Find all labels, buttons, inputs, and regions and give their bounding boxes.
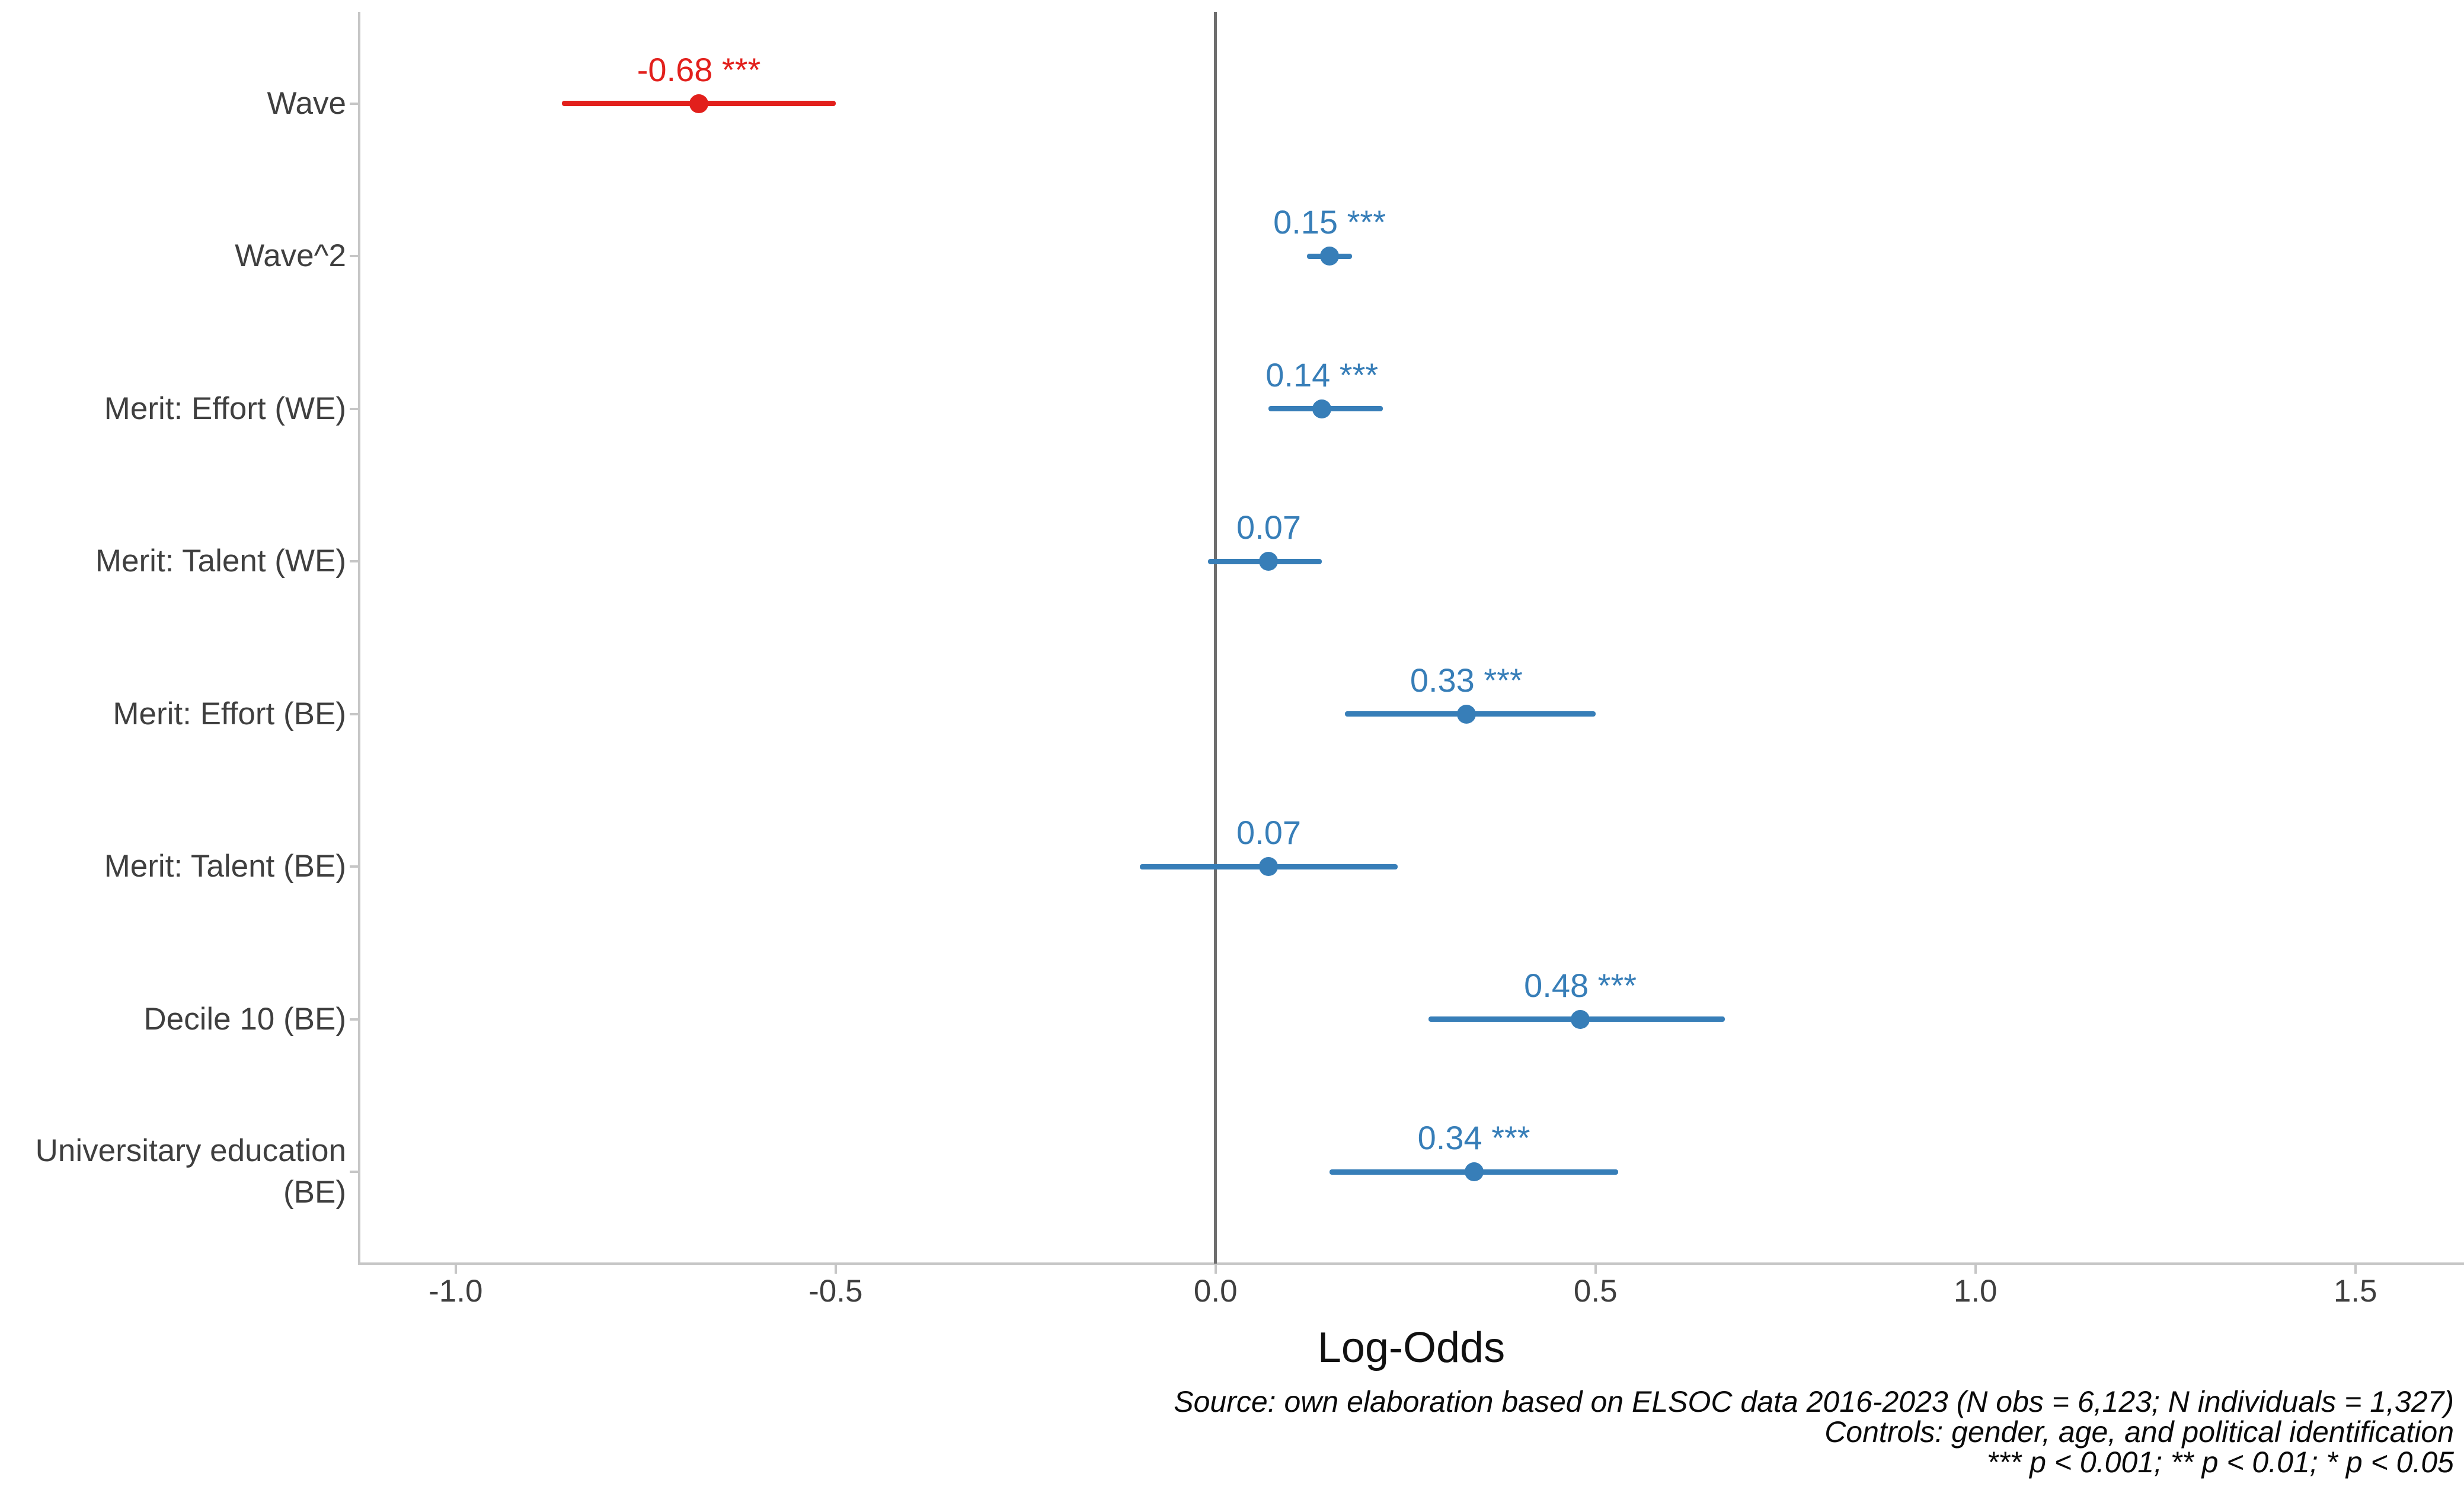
point-estimate	[1259, 857, 1279, 877]
footer-notes: Source: own elaboration based on ELSOC d…	[1031, 1387, 2454, 1478]
y-tick-mark	[350, 102, 359, 105]
value-label: 0.15 ***	[1273, 203, 1386, 241]
y-axis-label: Merit: Talent (BE)	[104, 849, 346, 884]
y-tick-mark	[350, 1018, 359, 1021]
y-tick-mark	[350, 712, 359, 715]
significance-note: *** p < 0.001; ** p < 0.01; * p < 0.05	[1986, 1446, 2454, 1479]
y-tick-mark	[350, 255, 359, 258]
value-label: 0.07	[1236, 814, 1301, 852]
y-axis-label: Merit: Effort (WE)	[104, 391, 346, 426]
source-note: Source: own elaboration based on ELSOC d…	[1174, 1385, 2454, 1418]
x-tick-label: -1.0	[429, 1274, 483, 1309]
x-tick-mark	[1594, 1265, 1597, 1274]
value-label: 0.48 ***	[1524, 966, 1637, 1004]
x-tick-mark	[1974, 1265, 1977, 1274]
y-axis-label: Universitary education (BE)	[35, 1133, 346, 1210]
value-label: 0.34 ***	[1417, 1119, 1530, 1157]
y-tick-mark	[350, 865, 359, 868]
point-estimate	[1259, 552, 1279, 571]
x-tick-mark	[2354, 1265, 2357, 1274]
point-estimate	[1312, 399, 1332, 418]
point-estimate	[1320, 247, 1340, 266]
value-label: -0.68 ***	[637, 50, 761, 88]
point-estimate	[1456, 704, 1476, 724]
x-tick-label: 0.5	[1573, 1274, 1618, 1309]
y-axis-label: Wave^2	[235, 238, 346, 274]
y-tick-mark	[350, 1171, 359, 1174]
value-label: 0.07	[1236, 509, 1301, 546]
controls-note: Controls: gender, age, and political ide…	[1824, 1415, 2454, 1449]
plot-panel	[358, 12, 2464, 1265]
value-label: 0.14 ***	[1265, 356, 1379, 394]
y-axis-label: Merit: Talent (WE)	[95, 544, 346, 579]
point-estimate	[1571, 1009, 1590, 1029]
y-tick-mark	[350, 407, 359, 410]
x-tick-mark	[834, 1265, 837, 1274]
y-axis-label: Wave	[267, 85, 346, 121]
x-tick-label: 1.0	[1953, 1274, 1998, 1309]
x-tick-mark	[1214, 1265, 1217, 1274]
point-estimate	[1464, 1162, 1484, 1182]
point-estimate	[689, 94, 709, 113]
value-label: 0.33 ***	[1410, 661, 1523, 699]
y-tick-mark	[350, 560, 359, 563]
x-tick-label: 0.0	[1193, 1274, 1238, 1309]
x-tick-label: -0.5	[808, 1274, 863, 1309]
x-tick-mark	[454, 1265, 457, 1274]
y-axis-label: Merit: Effort (BE)	[113, 696, 346, 731]
x-tick-label: 1.5	[2333, 1274, 2377, 1309]
zero-reference-line	[1214, 12, 1217, 1264]
x-axis-title: Log-Odds	[1317, 1324, 1506, 1371]
y-axis-label: Decile 10 (BE)	[143, 1001, 346, 1037]
